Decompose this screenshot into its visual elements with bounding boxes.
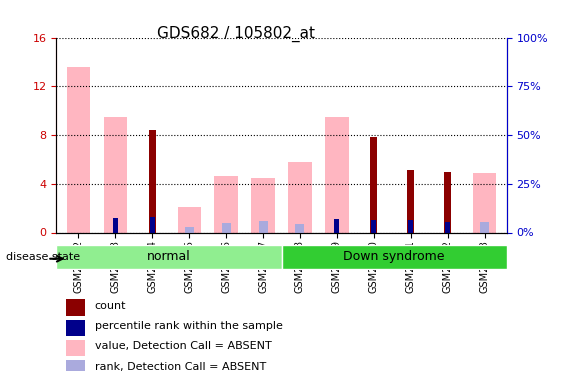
Bar (408, 220, 413, 232)
Bar (370, 138, 377, 232)
Bar (177, 207, 201, 232)
Bar (66, 360, 85, 375)
Text: GDS682 / 105802_at: GDS682 / 105802_at (158, 26, 315, 42)
Text: count: count (95, 301, 126, 311)
FancyBboxPatch shape (282, 245, 507, 268)
Bar (66, 320, 85, 336)
Bar (296, 224, 305, 232)
Bar (258, 221, 267, 232)
Text: normal: normal (147, 250, 191, 263)
Bar (325, 117, 348, 232)
Text: percentile rank within the sample: percentile rank within the sample (95, 321, 283, 331)
Bar (371, 220, 377, 232)
Bar (150, 217, 155, 232)
Bar (113, 219, 118, 232)
Bar (66, 340, 85, 356)
Text: disease state: disease state (6, 252, 80, 262)
Bar (185, 226, 194, 232)
Bar (215, 177, 238, 232)
Bar (149, 130, 156, 232)
Text: rank, Detection Call = ABSENT: rank, Detection Call = ABSENT (95, 362, 266, 372)
Bar (407, 170, 414, 232)
Bar (445, 222, 450, 232)
Bar (252, 178, 275, 232)
Bar (288, 162, 311, 232)
Text: value, Detection Call = ABSENT: value, Detection Call = ABSENT (95, 342, 271, 351)
Bar (334, 219, 339, 232)
Bar (67, 67, 90, 232)
Bar (480, 222, 489, 232)
Bar (222, 223, 231, 232)
Bar (473, 173, 496, 232)
Bar (444, 172, 451, 232)
FancyBboxPatch shape (56, 245, 282, 268)
Bar (66, 299, 85, 316)
Bar (104, 117, 127, 232)
Text: Down syndrome: Down syndrome (343, 250, 445, 263)
